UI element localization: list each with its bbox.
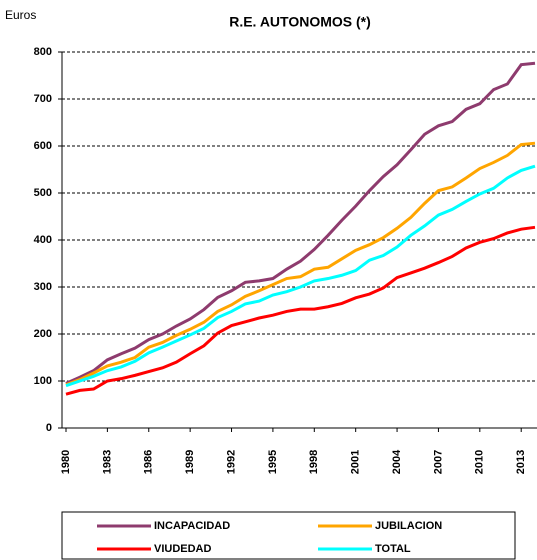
x-tick-label: 1986: [143, 450, 155, 474]
y-axis-label: Euros: [5, 8, 36, 22]
y-tick-label: 800: [34, 46, 52, 58]
x-tick-label: 2010: [474, 450, 486, 474]
y-tick-label: 100: [34, 375, 52, 387]
chart-title: R.E. AUTONOMOS (*): [229, 14, 371, 30]
y-tick-label: 500: [34, 187, 52, 199]
x-tick-label: 1983: [101, 450, 113, 474]
x-tick-label: 1980: [60, 450, 72, 474]
line-series: [65, 164, 536, 388]
line-series: [65, 141, 536, 387]
legend-label: VIUDEDAD: [154, 543, 212, 555]
y-tick-label: 400: [34, 234, 52, 246]
y-tick-label: 700: [34, 93, 52, 105]
y-tick-label: 300: [34, 281, 52, 293]
x-tick-label: 2007: [432, 450, 444, 474]
legend-label: TOTAL: [375, 543, 411, 555]
legend-label: JUBILACION: [375, 520, 442, 532]
x-tick-label: 2001: [350, 450, 362, 474]
y-tick-label: 600: [34, 140, 52, 152]
legend-box: [61, 511, 516, 560]
x-tick-label: 2013: [515, 450, 527, 474]
line-series: [65, 225, 536, 396]
y-tick-label: 0: [46, 422, 52, 434]
x-tick-label: 1995: [267, 450, 279, 474]
x-tick-label: 2004: [391, 449, 403, 474]
legend-label: INCAPACIDAD: [154, 520, 230, 532]
x-tick-label: 1992: [225, 450, 237, 474]
x-tick-label: 1989: [184, 450, 196, 474]
x-tick-label: 1998: [308, 450, 320, 474]
y-tick-label: 200: [34, 328, 52, 340]
line-series: [65, 61, 536, 385]
